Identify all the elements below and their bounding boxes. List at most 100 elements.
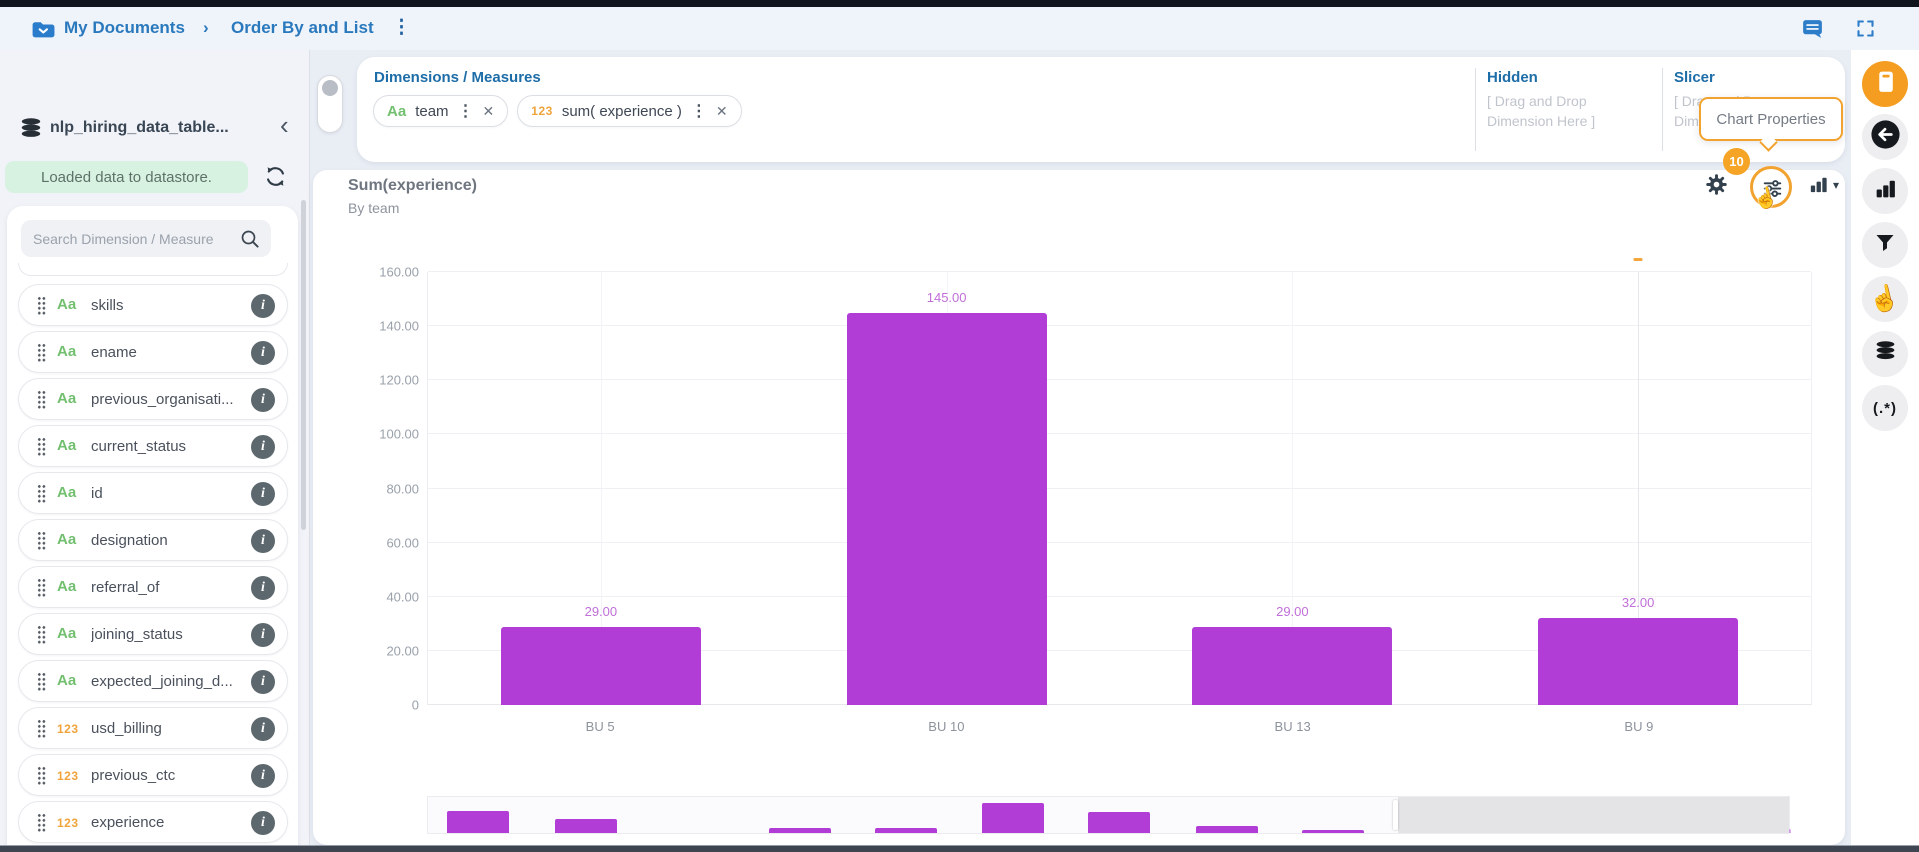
breadcrumb-my-documents[interactable]: My Documents <box>64 18 185 37</box>
info-icon[interactable]: i <box>251 623 275 647</box>
shelf-chip-sum-experience-[interactable]: 123 sum( experience ) ⋮ ✕ <box>517 95 742 127</box>
info-icon[interactable]: i <box>251 670 275 694</box>
data-card-button[interactable] <box>1862 61 1908 107</box>
drag-handle-icon[interactable] <box>37 719 46 738</box>
bar-value-label: 145.00 <box>926 289 967 305</box>
field-row-usd_billing[interactable]: 123 usd_billing i <box>18 707 288 749</box>
info-icon[interactable]: i <box>251 717 275 741</box>
field-type-label: Aa <box>57 672 77 689</box>
y-tick-label: 100.00 <box>379 426 419 442</box>
field-list-card: AaskillsiAaenameiAaprevious_organisati..… <box>7 206 298 852</box>
shelf-chip-team[interactable]: Aa team ⋮ ✕ <box>373 95 509 127</box>
info-icon[interactable]: i <box>251 435 275 459</box>
chip-kebab-icon[interactable]: ⋮ <box>457 103 474 120</box>
collapse-sidebar-icon[interactable]: ‹ <box>280 110 289 140</box>
field-type-label: Aa <box>57 343 77 360</box>
bar-BU-10[interactable] <box>846 312 1047 705</box>
field-name: designation <box>91 532 168 549</box>
chart-view-button[interactable] <box>1862 168 1908 214</box>
x-tick-label: BU 13 <box>1274 719 1311 734</box>
document-menu-kebab-icon[interactable]: ⋮ <box>392 17 411 38</box>
field-row-previous_ctc[interactable]: 123 previous_ctc i <box>18 754 288 796</box>
drag-handle-icon[interactable] <box>37 578 46 597</box>
drag-handle-icon[interactable] <box>37 390 46 409</box>
sidebar-scrollbar[interactable] <box>301 200 306 530</box>
field-row-current_status[interactable]: Aa current_status i <box>18 425 288 467</box>
hidden-zone-title: Hidden <box>1487 69 1538 86</box>
field-row-experience[interactable]: 123 experience i <box>18 801 288 843</box>
info-icon[interactable]: i <box>251 388 275 412</box>
chart-properties-tooltip: Chart Properties <box>1699 97 1843 141</box>
chart-type-dropdown[interactable]: ▾ <box>1807 173 1839 196</box>
field-row-expected_joining_d...[interactable]: Aa expected_joining_d... i <box>18 660 288 702</box>
field-row-referral_of[interactable]: Aa referral_of i <box>18 566 288 608</box>
navigator-bar <box>1195 826 1258 833</box>
settings-gear-icon[interactable] <box>1704 172 1729 202</box>
navigator-unselected-region[interactable] <box>1398 797 1789 833</box>
navigator-brush-handle[interactable] <box>1393 800 1398 830</box>
y-tick-label: 80.00 <box>386 481 419 496</box>
shelf-title: Dimensions / Measures <box>374 69 541 86</box>
info-icon[interactable]: i <box>251 529 275 553</box>
filter-button[interactable] <box>1862 222 1908 268</box>
back-button[interactable] <box>1862 114 1908 160</box>
field-name: usd_billing <box>91 720 162 737</box>
drag-handle-icon[interactable] <box>37 484 46 503</box>
info-icon[interactable]: i <box>251 811 275 835</box>
chart-properties-button[interactable] <box>1750 166 1792 208</box>
chip-remove-icon[interactable]: ✕ <box>715 102 728 119</box>
drag-handle-icon[interactable] <box>37 343 46 362</box>
bar-BU-13[interactable] <box>1192 626 1393 705</box>
chips-row: Aa team ⋮ ✕ 123 sum( experience ) ⋮ ✕ <box>373 95 742 127</box>
gridline-20 <box>428 649 1811 651</box>
drag-handle-icon[interactable] <box>37 531 46 550</box>
field-name: previous_organisati... <box>91 391 234 408</box>
search-input[interactable] <box>33 220 233 257</box>
refresh-icon[interactable] <box>262 163 289 195</box>
datastore-button[interactable] <box>1862 331 1908 377</box>
drag-handle-icon[interactable] <box>37 672 46 691</box>
interact-button[interactable]: ☝ <box>1862 276 1908 322</box>
comments-icon[interactable] <box>1800 16 1825 46</box>
y-tick-label: 40.00 <box>386 589 419 605</box>
drag-handle-icon[interactable] <box>37 813 46 832</box>
drag-handle-icon[interactable] <box>37 296 46 315</box>
info-icon[interactable]: i <box>251 576 275 600</box>
field-row-joining_status[interactable]: Aa joining_status i <box>18 613 288 655</box>
info-icon[interactable]: i <box>251 294 275 318</box>
field-row-designation[interactable]: Aa designation i <box>18 519 288 561</box>
database-icon <box>1873 339 1898 369</box>
shelf-toggle[interactable] <box>317 75 343 133</box>
info-icon[interactable]: i <box>251 482 275 506</box>
field-search[interactable] <box>21 220 271 257</box>
bar-BU-5[interactable] <box>500 626 701 705</box>
field-row-ename[interactable]: Aa ename i <box>18 331 288 373</box>
field-list: Aa skills i Aa ename i Aa previous_organisati..… <box>18 284 288 852</box>
drag-handle-icon[interactable] <box>37 625 46 644</box>
chip-kebab-icon[interactable]: ⋮ <box>690 103 707 120</box>
drag-handle-icon[interactable] <box>37 437 46 456</box>
caret-down-icon: ▾ <box>1833 177 1840 192</box>
shelf-divider <box>1475 68 1476 151</box>
gridline-140 <box>428 325 1811 327</box>
toggle-knob-icon <box>322 80 338 96</box>
hidden-zone-placeholder[interactable]: [ Drag and Drop Dimension Here ] <box>1487 93 1596 129</box>
bottom-window-strip <box>0 845 1919 852</box>
bar-BU-9[interactable] <box>1538 618 1739 705</box>
drag-handle-icon[interactable] <box>37 766 46 785</box>
field-row-previous_organisati...[interactable]: Aa previous_organisati... i <box>18 378 288 420</box>
breadcrumb-current-document[interactable]: Order By and List <box>231 18 374 37</box>
y-tick-label: 140.00 <box>379 318 419 334</box>
regex-button[interactable]: (.*) <box>1862 385 1908 431</box>
field-row-id[interactable]: Aa id i <box>18 472 288 514</box>
field-name: referral_of <box>91 579 160 596</box>
chart-navigator[interactable] <box>427 796 1792 834</box>
info-icon[interactable]: i <box>251 764 275 788</box>
field-row-skills[interactable]: Aa skills i <box>18 284 288 326</box>
chip-label: team <box>415 102 449 120</box>
chip-remove-icon[interactable]: ✕ <box>482 102 495 119</box>
fullscreen-icon[interactable] <box>1855 18 1876 44</box>
field-name: current_status <box>91 438 187 455</box>
info-icon[interactable]: i <box>251 341 275 365</box>
